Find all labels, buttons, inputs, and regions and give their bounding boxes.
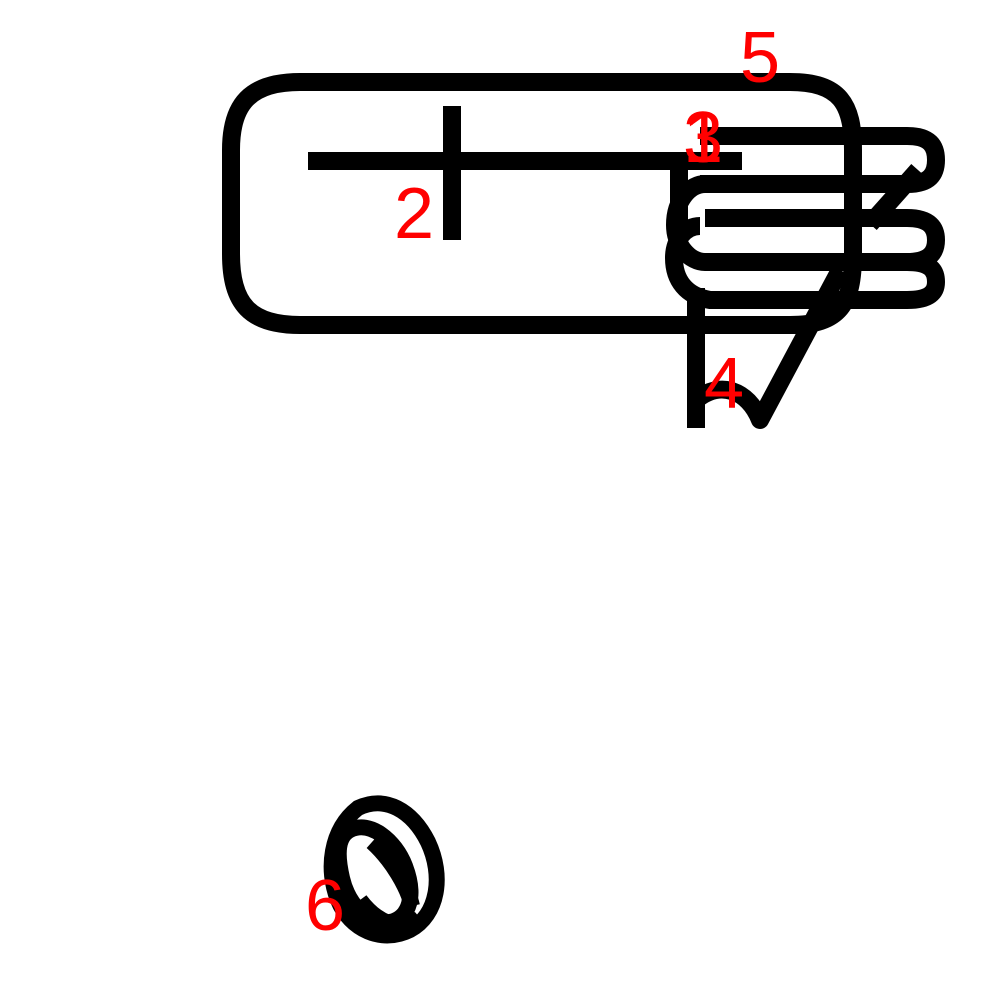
label-four: 4 xyxy=(704,344,744,424)
label-six: 6 xyxy=(305,866,345,946)
rounded-bar-top-stroke xyxy=(700,127,945,193)
label-five: 5 xyxy=(740,18,780,98)
label-one: 1 xyxy=(683,98,723,178)
number-labels: 1 3 2 4 5 6 xyxy=(305,18,780,946)
rounded-bar-lower-stroke xyxy=(665,217,945,309)
scribble-fill-stroke xyxy=(353,836,426,934)
rounded-rectangle-stroke xyxy=(222,73,862,334)
label-two: 2 xyxy=(394,174,434,254)
sketch-strokes xyxy=(222,73,945,944)
checkmark-stroke xyxy=(687,265,848,429)
diagonal-stroke xyxy=(863,164,925,230)
label-three: 3 xyxy=(683,98,723,178)
